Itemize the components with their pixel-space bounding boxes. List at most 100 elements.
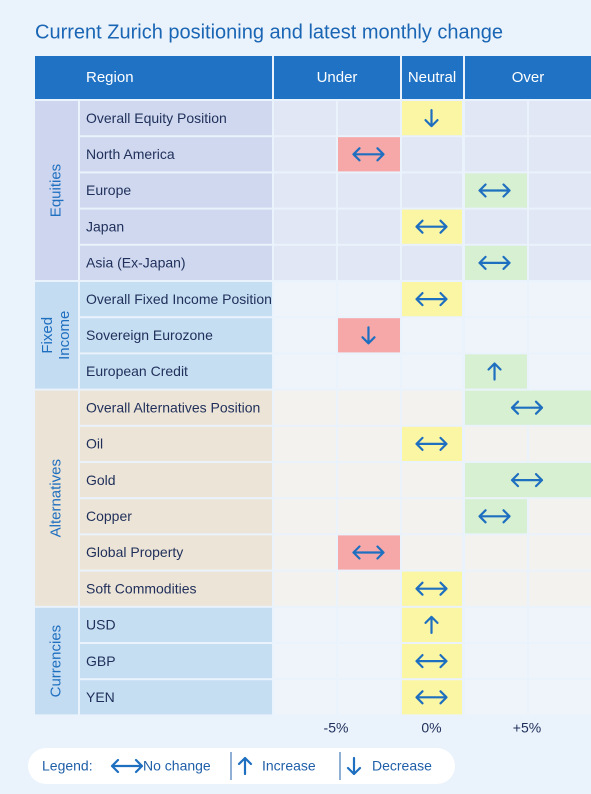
position-highlight [465, 354, 527, 389]
grid-cell [338, 463, 400, 498]
grid-cell [465, 535, 527, 570]
row-label-cell [80, 354, 272, 389]
row-label: YEN [86, 689, 115, 705]
row-label-cell [80, 245, 272, 280]
grid-cell [338, 173, 400, 208]
grid-cell [402, 354, 462, 389]
grid-cell [529, 354, 591, 389]
grid-cell [274, 607, 336, 642]
group-label: Alternatives [47, 459, 64, 537]
legend-label: Decrease [372, 758, 432, 774]
grid-cell [529, 173, 591, 208]
grid-cell [402, 318, 462, 353]
change-arrow [415, 219, 448, 234]
grid-cell [529, 282, 591, 317]
grid-cell [274, 571, 336, 606]
grid-cell [338, 282, 400, 317]
grid-cell [465, 318, 527, 353]
grid-cell [529, 209, 591, 244]
grid-cell [338, 644, 400, 679]
grid-cell [274, 390, 336, 425]
grid-cell [402, 245, 462, 280]
change-arrow [510, 400, 544, 415]
legend-arrow [237, 756, 253, 776]
row-label: Oil [86, 436, 103, 452]
header-cell [402, 56, 463, 99]
grid-cell [338, 390, 400, 425]
grid-cell [338, 680, 400, 715]
row-label-cell [80, 282, 272, 317]
grid-cell [529, 245, 591, 280]
row-label-cell [80, 607, 272, 642]
grid-cell [338, 426, 400, 461]
change-arrow [424, 615, 439, 634]
grid-cell [274, 463, 336, 498]
row-label: Overall Equity Position [86, 110, 227, 126]
grid-cell [274, 245, 336, 280]
group-cell [35, 607, 78, 715]
grid-cell [529, 680, 591, 715]
grid-cell [338, 209, 400, 244]
change-arrow [415, 690, 448, 705]
change-arrow [415, 654, 448, 669]
grid-cell [338, 499, 400, 534]
grid-cell [402, 390, 462, 425]
change-arrow [361, 326, 376, 345]
row-label-cell [80, 644, 272, 679]
group-cell [35, 101, 78, 280]
row-label-cell [80, 680, 272, 715]
row-label: Gold [86, 472, 116, 488]
row-label: Copper [86, 508, 132, 524]
group-cell [35, 390, 78, 606]
group-label: Income [56, 311, 73, 360]
title: Current Zurich positioning and latest mo… [35, 21, 503, 43]
grid-cell [338, 101, 400, 136]
row-label: Soft Commodities [86, 580, 196, 596]
group-label: Currencies [47, 625, 64, 698]
grid-cell [465, 571, 527, 606]
row-label-cell [80, 463, 272, 498]
legend-label: Increase [262, 758, 316, 774]
grid-cell [338, 571, 400, 606]
grid-cell [465, 644, 527, 679]
legend-box [28, 748, 455, 784]
row-label: Japan [86, 218, 124, 234]
row-label: Overall Alternatives Position [86, 399, 260, 415]
change-arrow [352, 147, 385, 162]
change-arrow [478, 183, 511, 198]
row-label-cell [80, 426, 272, 461]
grid-cell [465, 426, 527, 461]
header-text: Neutral [408, 69, 456, 86]
scale-label: -5% [324, 720, 349, 736]
grid-cell [529, 571, 591, 606]
row-label: USD [86, 617, 116, 633]
grid-cell [529, 318, 591, 353]
grid-cell [402, 463, 462, 498]
grid-cell [274, 173, 336, 208]
grid-cell [465, 209, 527, 244]
legend-label: No change [143, 758, 211, 774]
header-cell [465, 56, 591, 99]
change-arrow [510, 473, 544, 488]
header-text: Region [86, 69, 134, 86]
row-label-cell [80, 499, 272, 534]
grid-cell [529, 426, 591, 461]
header-cell [274, 56, 400, 99]
grid-cell [465, 282, 527, 317]
change-arrow [424, 109, 439, 128]
row-label: Overall Fixed Income Position [86, 291, 272, 307]
grid-cell [465, 137, 527, 172]
grid-cell [274, 318, 336, 353]
row-label: Sovereign Eurozone [86, 327, 213, 343]
grid-cell [529, 101, 591, 136]
row-label-cell [80, 209, 272, 244]
legend-title: Legend: [42, 758, 93, 774]
row-label-cell [80, 137, 272, 172]
grid-cell [529, 607, 591, 642]
change-arrow [415, 292, 448, 307]
scale-label: 0% [421, 720, 441, 736]
row-label-cell [80, 390, 272, 425]
grid-cell [529, 644, 591, 679]
